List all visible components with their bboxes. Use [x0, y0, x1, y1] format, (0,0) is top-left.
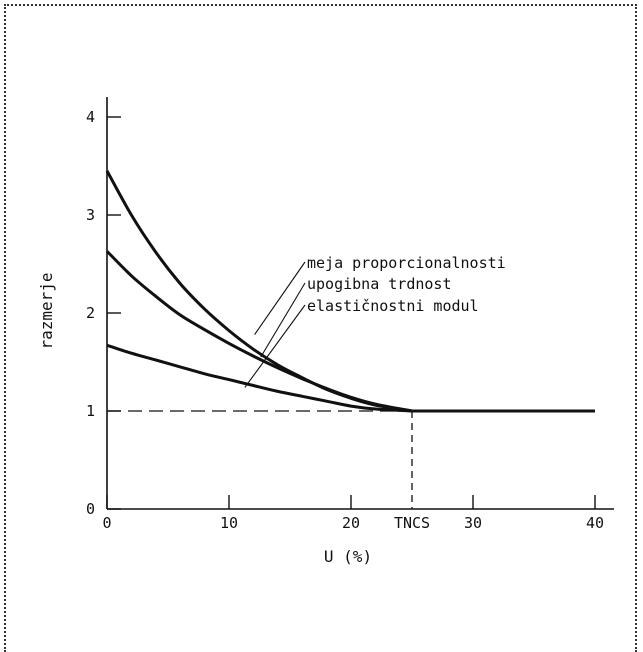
y-tick-label: 2 [86, 304, 95, 322]
series-line-2 [105, 250, 595, 413]
series-line-3 [106, 343, 595, 413]
x-tick-label: 40 [586, 514, 604, 532]
reference-lines [107, 410, 413, 509]
series-lines [105, 170, 595, 413]
y-tick-label: 0 [86, 500, 95, 518]
x-axis-title: U (%) [324, 547, 372, 566]
y-axis-title: razmerje [37, 272, 56, 349]
series-label-3: elastičnostni modul [307, 297, 479, 315]
figure-frame [4, 4, 637, 652]
leader-line-3 [244, 304, 306, 388]
leader-line-1 [254, 261, 306, 335]
x-tick-label-tncs: TNCS [394, 514, 430, 532]
y-tick-label: 4 [86, 108, 95, 126]
axes [106, 97, 614, 510]
y-tick-label: 3 [86, 206, 95, 224]
series-label-1: meja proporcionalnosti [307, 254, 506, 272]
x-tick-label: 20 [342, 514, 360, 532]
series-label-2: upogibna trdnost [307, 275, 452, 293]
leader-line-2 [260, 282, 306, 358]
x-tick-label: 30 [464, 514, 482, 532]
x-tick-label: 10 [220, 514, 238, 532]
x-tick-label: 0 [102, 514, 111, 532]
annotation-leaders [244, 261, 306, 388]
y-tick-label: 1 [86, 402, 95, 420]
